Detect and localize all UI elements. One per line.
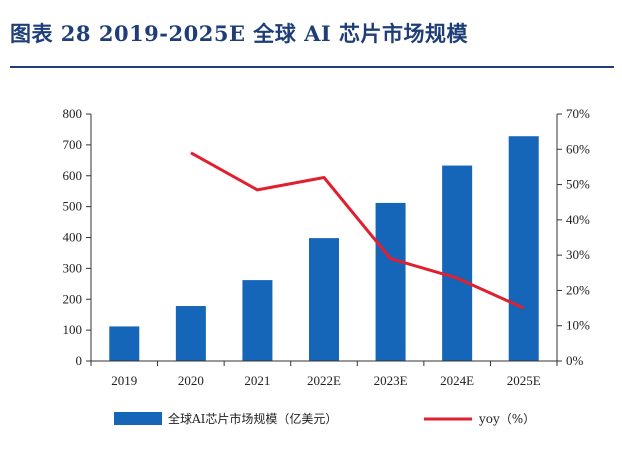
- bar-2025E: [508, 136, 539, 361]
- plot-area: [109, 136, 539, 361]
- right-tick-label: 20%: [566, 282, 590, 297]
- bar-2021: [242, 280, 273, 361]
- x-tick-label: 2024E: [440, 373, 474, 388]
- legend-swatch-bar: [114, 412, 162, 425]
- left-tick-label: 300: [63, 260, 83, 275]
- x-tick-label: 2022E: [307, 373, 341, 388]
- left-tick-label: 500: [63, 199, 83, 214]
- x-tick-label: 2021: [244, 373, 270, 388]
- right-tick-label: 70%: [566, 106, 590, 121]
- bar-2019: [109, 326, 140, 361]
- right-tick-label: 60%: [566, 141, 590, 156]
- yoy-line: [190, 151, 525, 310]
- right-axis: 0% 10% 20% 30% 40% 50% 60% 70%: [556, 106, 590, 368]
- legend: 全球AI芯片市场规模（亿美元） yoy（%）: [114, 411, 535, 426]
- bar-2024E: [442, 165, 473, 361]
- right-tick-label: 40%: [566, 212, 590, 227]
- legend-label-bar: 全球AI芯片市场规模（亿美元）: [168, 411, 337, 426]
- left-tick-label: 700: [63, 137, 83, 152]
- bar-2023E: [375, 202, 406, 361]
- x-tick-label: 2025E: [507, 373, 541, 388]
- right-tick-label: 10%: [566, 318, 590, 333]
- left-tick-label: 100: [63, 322, 83, 337]
- left-tick-label: 600: [63, 168, 83, 183]
- right-tick-label: 30%: [566, 247, 590, 262]
- left-tick-label: 800: [63, 106, 83, 121]
- right-tick-label: 0%: [566, 353, 584, 368]
- left-tick-label: 200: [63, 291, 83, 306]
- left-axis: 0 100 200 300 400 500 600 700 800: [63, 106, 92, 368]
- bar-2022E: [309, 238, 339, 361]
- x-tick-label: 2019: [111, 373, 137, 388]
- title-rule: [10, 66, 614, 68]
- x-axis: 2019 2020 2021 2022E 2023E 2024E 2025E: [90, 360, 558, 388]
- figure-title: 图表 28 2019-2025E 全球 AI 芯片市场规模: [10, 21, 469, 46]
- x-tick-label: 2020: [178, 373, 204, 388]
- right-tick-label: 50%: [566, 177, 590, 192]
- legend-label-line: yoy（%）: [478, 412, 535, 426]
- bar-2020: [175, 306, 206, 361]
- left-tick-label: 400: [63, 230, 83, 245]
- left-tick-label: 0: [76, 353, 83, 368]
- x-tick-label: 2023E: [374, 373, 408, 388]
